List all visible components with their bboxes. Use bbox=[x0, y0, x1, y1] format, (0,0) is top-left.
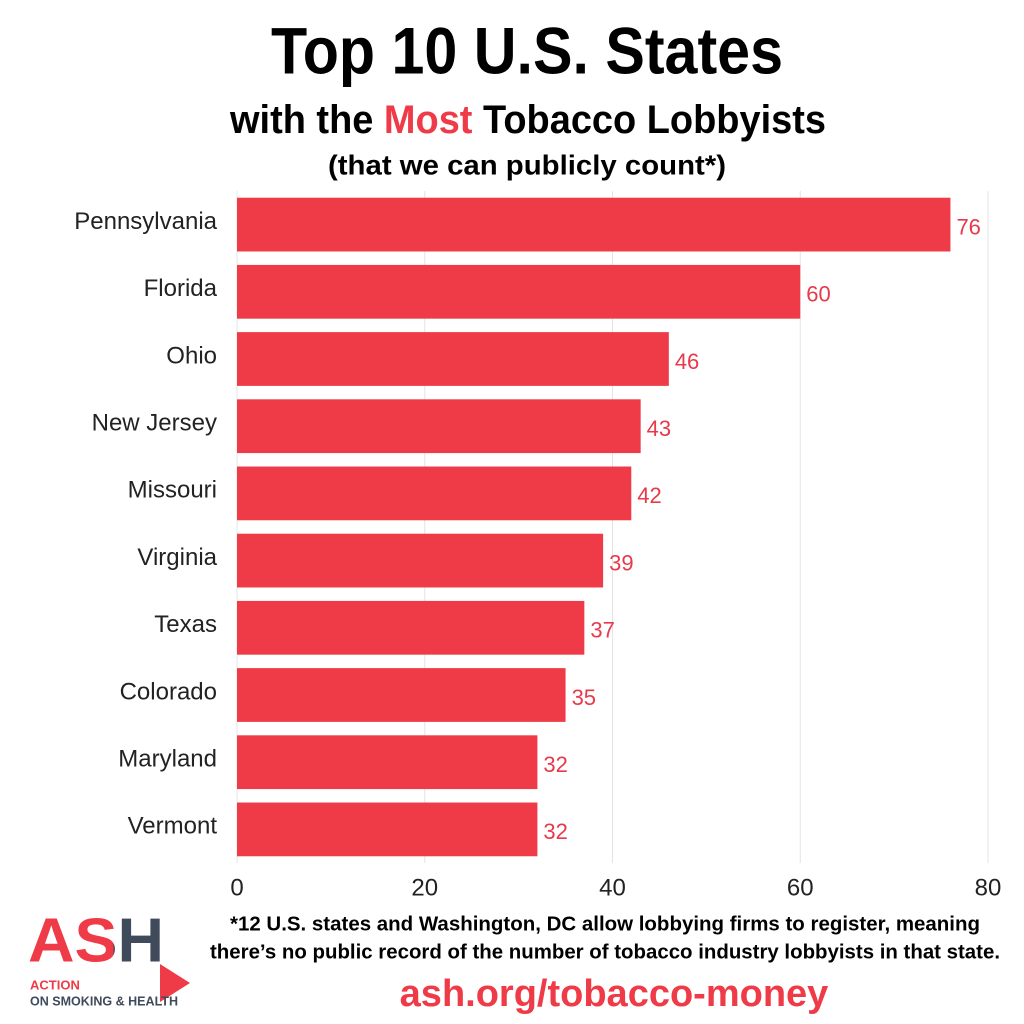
y-tick-label: New Jersey bbox=[92, 410, 217, 437]
logo: ASH ACTION ON SMOKING & HEALTH bbox=[28, 906, 190, 1008]
y-tick-label: Vermont bbox=[128, 813, 218, 840]
subtitle-highlight: Most bbox=[384, 98, 473, 142]
y-tick-label: Virginia bbox=[137, 544, 217, 571]
value-label: 32 bbox=[543, 819, 567, 844]
footnote: *12 U.S. states and Washington, DC allow… bbox=[230, 913, 980, 935]
x-tick-label: 0 bbox=[230, 874, 243, 901]
y-tick-label: Pennsylvania bbox=[74, 208, 217, 235]
bar bbox=[237, 197, 951, 252]
value-label: 60 bbox=[806, 282, 830, 307]
value-label: 39 bbox=[609, 550, 633, 575]
y-tick-label: Ohio bbox=[166, 342, 217, 369]
y-tick-label: Texas bbox=[154, 611, 217, 638]
x-tick-label: 20 bbox=[411, 874, 438, 901]
chart-subtitle: with the Most Tobacco Lobbyists bbox=[229, 98, 826, 142]
bar bbox=[237, 264, 801, 319]
value-label: 42 bbox=[637, 483, 661, 508]
logo-arrow bbox=[160, 964, 190, 1002]
logo-text: ON SMOKING & HEALTH bbox=[30, 993, 178, 1008]
value-label: 46 bbox=[675, 349, 699, 374]
y-tick-label: Missouri bbox=[128, 477, 217, 504]
bar bbox=[237, 668, 566, 722]
bar bbox=[237, 332, 669, 386]
bar bbox=[237, 600, 585, 655]
url: ash.org/tobacco-money bbox=[400, 973, 829, 1015]
logo-text: ACTION bbox=[30, 977, 80, 992]
chart-subtitle-2: (that we can publicly count*) bbox=[328, 149, 726, 180]
y-tick-label: Florida bbox=[144, 275, 218, 302]
y-tick-label: Colorado bbox=[120, 678, 217, 705]
value-label: 43 bbox=[647, 416, 671, 441]
value-label: 32 bbox=[543, 752, 567, 777]
value-label: 37 bbox=[590, 618, 614, 643]
bar bbox=[237, 533, 604, 588]
subtitle-part: with the bbox=[229, 98, 384, 142]
value-label: 76 bbox=[956, 214, 980, 239]
x-tick-label: 60 bbox=[787, 874, 814, 901]
logo-mark: ASH bbox=[28, 906, 164, 975]
footnote: there’s no public record of the number o… bbox=[210, 941, 1000, 963]
bar bbox=[237, 399, 641, 454]
bar bbox=[237, 466, 632, 521]
x-tick-label: 80 bbox=[975, 874, 1002, 901]
bar bbox=[237, 735, 538, 790]
chart-title: Top 10 U.S. States bbox=[271, 13, 783, 87]
x-tick-label: 40 bbox=[599, 874, 626, 901]
value-label: 35 bbox=[572, 685, 596, 710]
plot-area: 0 20 40 60 80 Pennsylvania 76 Florida 60 Ohio 46 Ne… bbox=[74, 191, 1001, 901]
bar bbox=[237, 802, 538, 857]
y-tick-label: Maryland bbox=[118, 746, 217, 773]
subtitle-part: Tobacco Lobbyists bbox=[472, 98, 826, 142]
